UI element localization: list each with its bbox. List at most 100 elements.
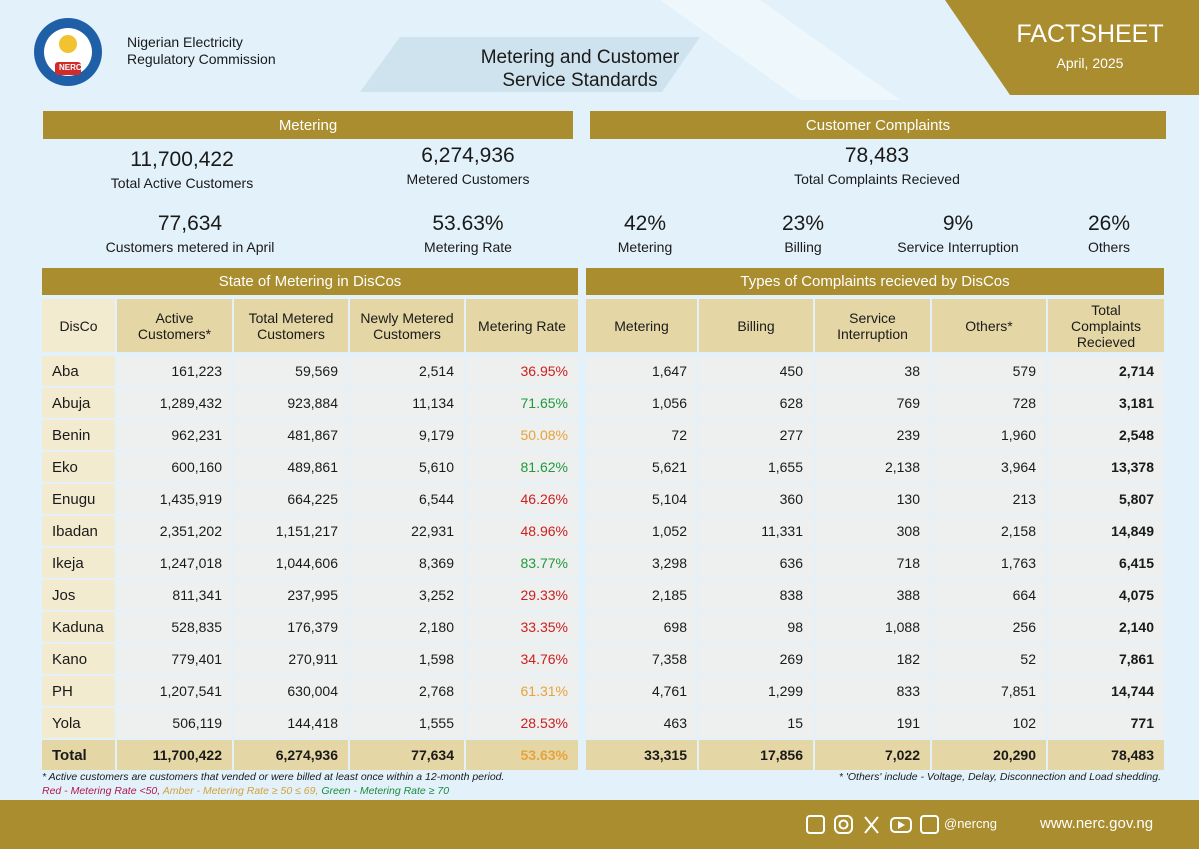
table-cell: 11,331 bbox=[699, 516, 813, 546]
stat-value: 42% bbox=[623, 212, 667, 235]
table-cell: 3,298 bbox=[586, 548, 697, 578]
table-heading: State of Metering in DisCos bbox=[42, 268, 578, 295]
table-cell: 5,621 bbox=[586, 452, 697, 482]
stat-value: 6,274,936 bbox=[421, 144, 515, 167]
table-cell: 1,960 bbox=[932, 420, 1046, 450]
table-cell: 833 bbox=[815, 676, 930, 706]
date: April, 2025 bbox=[1056, 55, 1124, 71]
table-cell: 3,964 bbox=[932, 452, 1046, 482]
footer-bar bbox=[0, 800, 1199, 849]
table-cell: 81.62% bbox=[466, 452, 578, 482]
table-cell: 811,341 bbox=[117, 580, 232, 610]
stat-label: Others bbox=[1087, 239, 1130, 255]
table-cell: 14,849 bbox=[1048, 516, 1164, 546]
table-cell: 506,119 bbox=[117, 708, 232, 738]
table-cell: 38 bbox=[815, 356, 930, 386]
table-cell: 1,435,919 bbox=[117, 484, 232, 514]
disco-name: Jos bbox=[42, 580, 115, 610]
table-cell: 7,022 bbox=[815, 740, 930, 770]
table-cell: 213 bbox=[932, 484, 1046, 514]
table-cell: 161,223 bbox=[117, 356, 232, 386]
table-cell: 628 bbox=[699, 388, 813, 418]
table-cell: 923,884 bbox=[234, 388, 348, 418]
table-cell: 59,569 bbox=[234, 356, 348, 386]
table-cell: 5,104 bbox=[586, 484, 697, 514]
table-cell: 1,555 bbox=[350, 708, 464, 738]
column-header: Metering Rate bbox=[466, 299, 578, 352]
table-cell: 144,418 bbox=[234, 708, 348, 738]
table-cell: 176,379 bbox=[234, 612, 348, 642]
table-cell: 579 bbox=[932, 356, 1046, 386]
table-cell: 4,075 bbox=[1048, 580, 1164, 610]
table-cell: 50.08% bbox=[466, 420, 578, 450]
table-cell: 718 bbox=[815, 548, 930, 578]
stat: 11,700,422 Total Active Customers bbox=[111, 148, 253, 191]
table-cell: 98 bbox=[699, 612, 813, 642]
table-cell: 1,289,432 bbox=[117, 388, 232, 418]
disco-name: Kaduna bbox=[42, 612, 115, 642]
table-cell: 269 bbox=[699, 644, 813, 674]
org-line: Regulatory Commission bbox=[127, 51, 276, 67]
org-name: Nigerian Electricity Regulatory Commissi… bbox=[127, 34, 276, 68]
table-cell: 728 bbox=[932, 388, 1046, 418]
table-cell: 1,763 bbox=[932, 548, 1046, 578]
table-cell: 256 bbox=[932, 612, 1046, 642]
table-cell: 1,299 bbox=[699, 676, 813, 706]
table-cell: 1,044,606 bbox=[234, 548, 348, 578]
table-cell: 78,483 bbox=[1048, 740, 1164, 770]
table-cell: 11,134 bbox=[350, 388, 464, 418]
table-cell: 17,856 bbox=[699, 740, 813, 770]
table-cell: 5,807 bbox=[1048, 484, 1164, 514]
table-cell: 11,700,422 bbox=[117, 740, 232, 770]
table-cell: 1,598 bbox=[350, 644, 464, 674]
table-cell: 77,634 bbox=[350, 740, 464, 770]
stat: 9% Service Interruption bbox=[897, 212, 1018, 255]
stat: 77,634 Customers metered in April bbox=[106, 212, 275, 255]
table-cell: 6,274,936 bbox=[234, 740, 348, 770]
stat-value: 9% bbox=[942, 212, 974, 235]
legend-entry: Amber - Metering Rate ≥ 50 ≤ 69, bbox=[162, 785, 322, 797]
table-cell: 102 bbox=[932, 708, 1046, 738]
table-cell: 630,004 bbox=[234, 676, 348, 706]
stat-value: 77,634 bbox=[157, 212, 223, 235]
table-cell: 182 bbox=[815, 644, 930, 674]
table-cell: 130 bbox=[815, 484, 930, 514]
table-cell: 1,056 bbox=[586, 388, 697, 418]
disco-name: Abuja bbox=[42, 388, 115, 418]
table-cell: 388 bbox=[815, 580, 930, 610]
stat-label: Customers metered in April bbox=[105, 239, 275, 255]
column-header: Total Metered Customers bbox=[234, 299, 348, 352]
table-cell: 463 bbox=[586, 708, 697, 738]
stat-label: Service Interruption bbox=[897, 239, 1019, 255]
column-header: Billing bbox=[699, 299, 813, 352]
column-header: Newly Metered Customers bbox=[350, 299, 464, 352]
disco-name: Ibadan bbox=[42, 516, 115, 546]
stat-value: 11,700,422 bbox=[130, 148, 234, 171]
table-cell: 28.53% bbox=[466, 708, 578, 738]
table-cell: 61.31% bbox=[466, 676, 578, 706]
table-cell: 71.65% bbox=[466, 388, 578, 418]
table-heading: Types of Complaints recieved by DisCos bbox=[586, 268, 1164, 295]
table-cell: 481,867 bbox=[234, 420, 348, 450]
table-cell: 52 bbox=[932, 644, 1046, 674]
table-cell: 2,180 bbox=[350, 612, 464, 642]
table-cell: 1,655 bbox=[699, 452, 813, 482]
stat: 23% Billing bbox=[782, 212, 824, 255]
table-cell: 13,378 bbox=[1048, 452, 1164, 482]
table-cell: 2,185 bbox=[586, 580, 697, 610]
stat-label: Total Complaints Recieved bbox=[794, 171, 960, 187]
section-heading: Metering bbox=[43, 111, 573, 139]
table-cell: 838 bbox=[699, 580, 813, 610]
table-cell: 1,207,541 bbox=[117, 676, 232, 706]
disco-name: Ikeja bbox=[42, 548, 115, 578]
table-cell: 22,931 bbox=[350, 516, 464, 546]
table-cell: 48.96% bbox=[466, 516, 578, 546]
table-cell: 962,231 bbox=[117, 420, 232, 450]
table-cell: 2,768 bbox=[350, 676, 464, 706]
column-header: Service Interruption bbox=[815, 299, 930, 352]
stat: 42% Metering bbox=[618, 212, 672, 255]
table-cell: 1,151,217 bbox=[234, 516, 348, 546]
disco-name: Eko bbox=[42, 452, 115, 482]
table-cell: 636 bbox=[699, 548, 813, 578]
